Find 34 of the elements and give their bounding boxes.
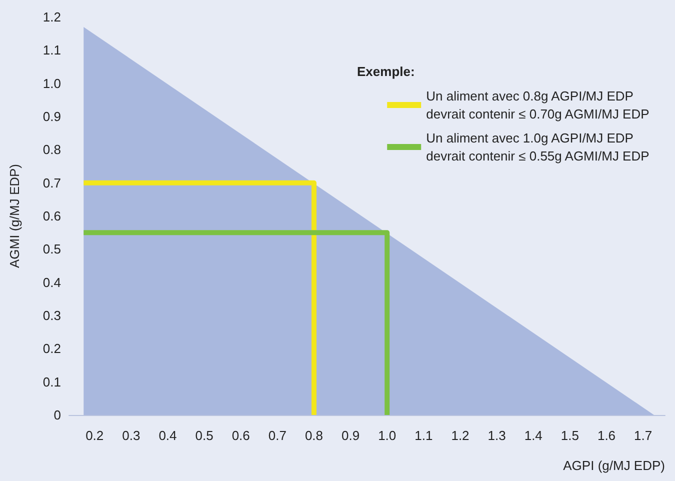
x-tick-label: 1.3 (488, 428, 506, 443)
x-tick-label: 1.2 (451, 428, 470, 443)
x-tick-label: 1.6 (597, 428, 616, 443)
x-tick-label: 0.4 (158, 428, 177, 443)
x-tick-label: 0.3 (122, 428, 140, 443)
x-tick-label: 1.1 (414, 428, 433, 443)
y-tick-label: 0.5 (42, 242, 61, 257)
x-tick-label: 0.5 (195, 428, 214, 443)
x-tick-label: 1.4 (524, 428, 542, 443)
y-tick-label: 1.0 (42, 76, 61, 91)
legend-title: Exemple: (357, 64, 415, 79)
y-tick-label: 0.4 (42, 274, 61, 290)
x-tick-label: 0.2 (86, 428, 104, 443)
y-tick-label: 0.6 (42, 208, 61, 224)
y-tick-label: 0.1 (42, 374, 61, 390)
y-tick-label: 0 (54, 408, 61, 422)
x-tick-label: 0.6 (232, 428, 250, 443)
x-tick-label: 0.7 (268, 428, 286, 443)
x-axis-title: AGPI (g/MJ EDP) (563, 458, 665, 473)
y-tick-label: 1.2 (42, 10, 61, 24)
y-tick-label: 0.3 (42, 308, 61, 323)
x-tick-label: 1.5 (560, 428, 579, 443)
x-tick-label: 1.7 (634, 428, 652, 443)
y-tick-label: 0.2 (42, 341, 61, 356)
y-tick-label: 1.1 (42, 42, 61, 58)
legend-label: Un aliment avec 1.0g AGPI/MJ EDP devrait contenir ≤ 0.55g AGMI/MJ EDP (426, 130, 650, 164)
x-tick-label: 1.0 (378, 428, 396, 443)
y-tick-label: 0.7 (42, 175, 61, 190)
legend-label: Un aliment avec 0.8g AGPI/MJ EDP devrait contenir ≤ 0.70g AGMI/MJ EDP (426, 88, 650, 122)
y-tick-label: 0.9 (42, 109, 61, 124)
x-tick-label: 0.8 (304, 428, 324, 443)
y-axis-title: AGMI (g/MJ EDP) (7, 164, 22, 268)
x-tick-label: 0.9 (342, 428, 360, 443)
y-tick-label: 0.8 (42, 142, 61, 158)
